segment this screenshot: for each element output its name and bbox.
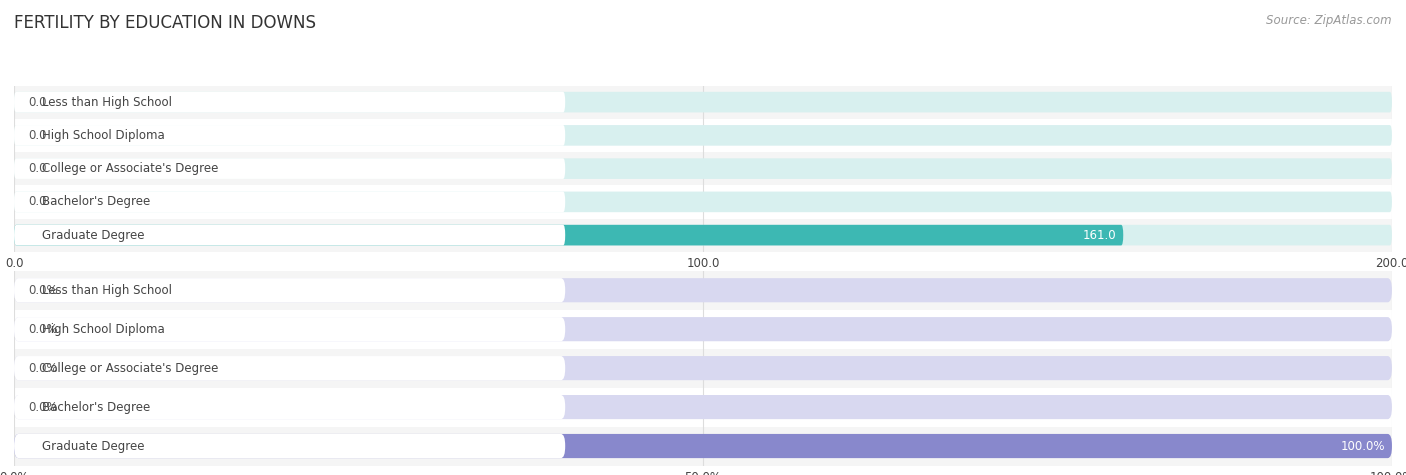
- FancyBboxPatch shape: [14, 92, 565, 113]
- Bar: [14, 310, 1392, 349]
- FancyBboxPatch shape: [14, 317, 1392, 341]
- Text: Bachelor's Degree: Bachelor's Degree: [42, 195, 150, 209]
- Text: 0.0: 0.0: [28, 129, 46, 142]
- FancyBboxPatch shape: [14, 356, 565, 380]
- Text: 161.0: 161.0: [1083, 228, 1116, 242]
- Bar: [14, 271, 1392, 310]
- Text: High School Diploma: High School Diploma: [42, 129, 165, 142]
- Text: Graduate Degree: Graduate Degree: [42, 439, 145, 453]
- FancyBboxPatch shape: [14, 225, 565, 246]
- Text: 0.0%: 0.0%: [28, 361, 58, 375]
- Bar: [14, 427, 1392, 466]
- FancyBboxPatch shape: [14, 434, 1392, 458]
- Bar: [14, 86, 1392, 119]
- Bar: [14, 388, 1392, 427]
- Text: FERTILITY BY EDUCATION IN DOWNS: FERTILITY BY EDUCATION IN DOWNS: [14, 14, 316, 32]
- FancyBboxPatch shape: [14, 125, 1392, 146]
- FancyBboxPatch shape: [14, 191, 1392, 212]
- FancyBboxPatch shape: [14, 356, 1392, 380]
- FancyBboxPatch shape: [14, 278, 1392, 302]
- Text: Less than High School: Less than High School: [42, 95, 172, 109]
- Text: High School Diploma: High School Diploma: [42, 323, 165, 336]
- Text: Graduate Degree: Graduate Degree: [42, 228, 145, 242]
- Text: Less than High School: Less than High School: [42, 284, 172, 297]
- FancyBboxPatch shape: [14, 278, 565, 302]
- Bar: [14, 349, 1392, 388]
- Text: 0.0: 0.0: [28, 162, 46, 175]
- Text: Source: ZipAtlas.com: Source: ZipAtlas.com: [1267, 14, 1392, 27]
- Text: 100.0%: 100.0%: [1340, 439, 1385, 453]
- Bar: [14, 152, 1392, 185]
- FancyBboxPatch shape: [14, 317, 565, 341]
- FancyBboxPatch shape: [14, 395, 565, 419]
- Text: 0.0%: 0.0%: [28, 400, 58, 414]
- FancyBboxPatch shape: [14, 225, 1392, 246]
- Bar: [14, 185, 1392, 218]
- FancyBboxPatch shape: [14, 92, 1392, 113]
- Bar: [14, 119, 1392, 152]
- Bar: [14, 218, 1392, 252]
- FancyBboxPatch shape: [14, 225, 1123, 246]
- Text: College or Associate's Degree: College or Associate's Degree: [42, 162, 218, 175]
- Text: 0.0: 0.0: [28, 95, 46, 109]
- FancyBboxPatch shape: [14, 434, 565, 458]
- Text: College or Associate's Degree: College or Associate's Degree: [42, 361, 218, 375]
- Text: 0.0: 0.0: [28, 195, 46, 209]
- FancyBboxPatch shape: [14, 158, 1392, 179]
- FancyBboxPatch shape: [14, 434, 1392, 458]
- Text: 0.0%: 0.0%: [28, 284, 58, 297]
- FancyBboxPatch shape: [14, 395, 1392, 419]
- FancyBboxPatch shape: [14, 158, 565, 179]
- Text: Bachelor's Degree: Bachelor's Degree: [42, 400, 150, 414]
- FancyBboxPatch shape: [14, 191, 565, 212]
- Text: 0.0%: 0.0%: [28, 323, 58, 336]
- FancyBboxPatch shape: [14, 125, 565, 146]
